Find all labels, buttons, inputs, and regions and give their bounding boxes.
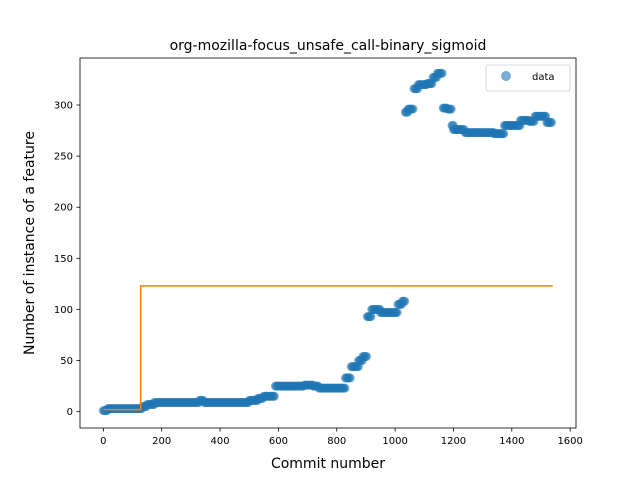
plot-frame	[79, 57, 577, 429]
legend: data	[485, 64, 571, 92]
data-point	[392, 308, 402, 317]
y-tick-label: 150	[54, 254, 73, 265]
data-point	[446, 104, 456, 114]
y-tick-label: 250	[54, 152, 73, 163]
y-tick-label: 300	[54, 101, 73, 112]
data-point	[499, 129, 509, 139]
data-point	[362, 351, 372, 361]
y-tick-label: 200	[54, 203, 73, 214]
y-tick-label: 0	[67, 407, 73, 418]
plot-background	[80, 58, 576, 428]
data-point	[546, 117, 556, 127]
y-tick-label: 50	[60, 356, 73, 367]
axes-layer: 0 200 400 600 800 1000 1200 1400 1600 0 50 100 150 20…	[54, 57, 583, 447]
x-tick-label: 0	[100, 436, 106, 447]
x-tick-label: 400	[211, 436, 230, 447]
x-axis-label: Commit number	[271, 456, 385, 472]
step-line	[103, 285, 553, 411]
x-tick-label: 1000	[382, 436, 407, 447]
x-tick-label: 1200	[441, 436, 466, 447]
data-point	[345, 373, 355, 383]
data-point	[400, 296, 410, 306]
data-point	[366, 312, 376, 322]
data-point	[408, 104, 418, 114]
legend-box	[485, 64, 571, 92]
x-tick-label: 1600	[557, 436, 582, 447]
y-tick-label: 100	[54, 305, 73, 316]
x-tick-label: 200	[152, 436, 171, 447]
legend-marker-data	[501, 71, 511, 81]
chart-title: org-mozilla-focus_unsafe_call-binary_sig…	[170, 38, 487, 54]
series-data	[98, 68, 556, 416]
legend-label-data: data	[532, 72, 555, 83]
x-tick-label: 800	[327, 436, 346, 447]
x-tick-label: 1400	[499, 436, 524, 447]
data-point	[269, 391, 279, 401]
x-tick-label: 600	[269, 436, 288, 447]
y-axis-label: Number of instance of a feature	[22, 131, 38, 355]
data-point	[437, 68, 447, 78]
data-point	[340, 383, 350, 393]
data-layer	[98, 68, 556, 416]
